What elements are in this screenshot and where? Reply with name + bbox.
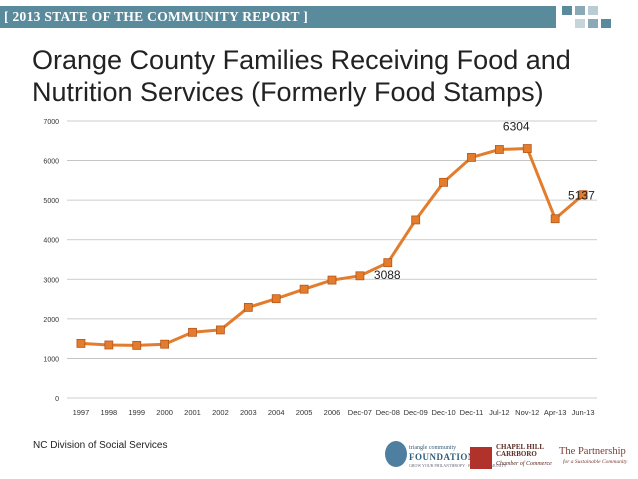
y-tick-label: 6000	[43, 159, 59, 166]
x-tick-label: 2006	[324, 408, 341, 417]
data-point	[550, 214, 560, 224]
banner-title: [ 2013 STATE OF THE COMMUNITY REPORT ]	[4, 9, 309, 24]
report-banner: [ 2013 STATE OF THE COMMUNITY REPORT ]	[0, 0, 638, 36]
banner-square	[575, 19, 585, 28]
series-line	[80, 147, 585, 347]
chamber-logo-line-3: Chamber of Commerce	[496, 461, 552, 467]
chamber-of-commerce-logo: CHAPEL HILL CARRBORO Chamber of Commerce	[470, 444, 552, 474]
x-tick-label: 2000	[156, 408, 173, 417]
x-tick-label: Nov-12	[515, 408, 539, 417]
partnership-logo-line-2: for a Sustainable Community	[563, 459, 628, 465]
data-point	[327, 275, 337, 285]
data-label: 5137	[568, 189, 595, 203]
triangle-logo-line-2: FOUNDATION	[409, 452, 475, 462]
data-point	[271, 294, 281, 304]
data-point	[439, 177, 448, 187]
x-tick-label: Dec-10	[431, 408, 455, 417]
chart-title-line-1: Orange County Families Receiving Food an…	[32, 45, 571, 75]
triangle-logo-line-1: triangle community	[409, 445, 457, 451]
banner-square	[588, 6, 598, 15]
data-point	[160, 339, 170, 349]
data-point	[216, 325, 225, 335]
triangle-foundation-logo: triangle community FOUNDATION GROW YOUR …	[385, 441, 507, 471]
data-point	[104, 340, 114, 350]
x-tick-label: 2004	[268, 408, 285, 417]
banner-square	[562, 6, 572, 15]
y-tick-label: 4000	[43, 238, 59, 245]
y-tick-label: 0	[55, 396, 59, 403]
x-tick-label: Dec-08	[376, 408, 400, 417]
x-tick-label: 2005	[296, 408, 313, 417]
data-point	[355, 271, 365, 281]
y-tick-label: 7000	[43, 119, 59, 126]
x-tick-label: Dec-11	[460, 408, 484, 417]
data-point	[76, 338, 86, 348]
y-tick-label: 2000	[43, 317, 59, 324]
y-tick-label: 3000	[43, 277, 59, 284]
x-tick-label: 2002	[212, 408, 229, 417]
partnership-logo: The Partnership for a Sustainable Commun…	[559, 446, 635, 472]
x-tick-label: 2003	[240, 408, 257, 417]
banner-square	[601, 19, 611, 28]
data-label: 3088	[374, 268, 401, 282]
x-tick-label: Jul-12	[489, 408, 509, 417]
chamber-logo-name: CHAPEL HILL CARRBORO	[496, 444, 544, 458]
x-tick-label: Apr-13	[544, 408, 567, 417]
x-tick-label: Jun-13	[572, 408, 595, 417]
x-tick-label: 2001	[184, 408, 201, 417]
x-tick-label: 1998	[100, 408, 117, 417]
data-point	[188, 327, 197, 337]
chamber-logo-line-2: CARRBORO	[496, 450, 537, 458]
data-point	[411, 215, 421, 225]
source-note: NC Division of Social Services	[33, 440, 168, 451]
banner-square	[588, 19, 598, 28]
data-point	[383, 258, 393, 268]
data-point	[494, 145, 504, 154]
y-tick-label: 1000	[43, 356, 59, 363]
x-tick-label: 1997	[73, 408, 90, 417]
banner-bar	[0, 6, 556, 28]
x-tick-label: Dec-07	[348, 408, 372, 417]
data-point	[243, 302, 253, 312]
chamber-logo-icon	[470, 447, 492, 469]
data-point	[132, 340, 142, 350]
triangle-foundation-icon	[385, 441, 407, 467]
data-point	[299, 284, 309, 294]
triangle-logo-line-3: GROW YOUR PHILANTHROPY · BUILD COMMUNITY	[409, 463, 507, 468]
banner-square	[575, 6, 585, 15]
data-point	[467, 153, 476, 162]
chart-title-line-2: Nutrition Services (Formerly Food Stamps…	[32, 77, 544, 107]
y-tick-label: 5000	[43, 198, 59, 205]
partnership-logo-line-1: The Partnership	[559, 446, 626, 457]
data-point	[522, 144, 532, 153]
data-label: 6304	[503, 120, 530, 134]
x-tick-label: Dec-09	[404, 408, 428, 417]
chart-title: Orange County Families Receiving Food an…	[32, 44, 612, 108]
chamber-logo-line-1: CHAPEL HILL	[496, 443, 545, 451]
data-point	[578, 190, 588, 200]
x-tick-label: 1999	[128, 408, 145, 417]
